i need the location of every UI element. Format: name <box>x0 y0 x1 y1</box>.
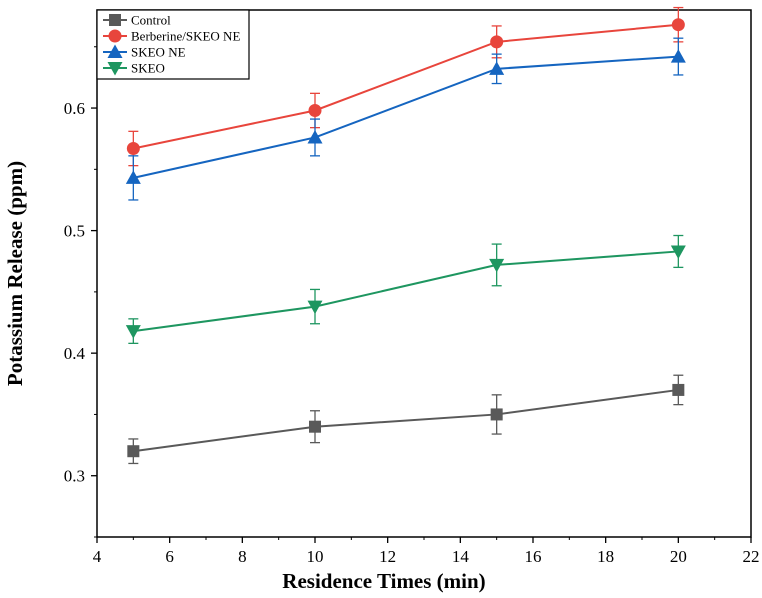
legend-marker <box>107 62 123 76</box>
x-tick-label: 8 <box>238 547 247 566</box>
x-axis-title: Residence Times (min) <box>282 569 485 593</box>
series-control <box>127 374 685 465</box>
y-axis-title: Potassium Release (ppm) <box>3 161 27 386</box>
legend-label: Berberine/SKEO NE <box>131 29 240 44</box>
data-point <box>127 445 140 458</box>
y-tick-label: 0.4 <box>64 344 86 363</box>
data-point <box>490 35 504 49</box>
data-point <box>489 258 505 273</box>
data-point <box>125 325 141 339</box>
series-line <box>133 55 679 179</box>
x-tick-label: 20 <box>670 547 687 566</box>
y-tick-label: 0.5 <box>64 222 85 241</box>
legend-marker <box>107 44 123 58</box>
x-tick-label: 14 <box>452 547 470 566</box>
series-line <box>133 388 679 453</box>
data-point <box>307 129 323 144</box>
data-point <box>490 408 503 421</box>
series-berberine-skeo-ne <box>126 6 685 167</box>
x-tick-label: 6 <box>165 547 174 566</box>
legend-label: Control <box>131 13 171 28</box>
plot-frame <box>96 9 752 538</box>
y-tick-label: 0.3 <box>64 467 85 486</box>
data-point <box>309 420 321 433</box>
data-point <box>126 141 140 155</box>
legend-marker <box>108 29 122 43</box>
x-tick-label: 22 <box>743 547 760 566</box>
data-point <box>671 18 685 32</box>
legend-label: SKEO NE <box>131 45 186 60</box>
legend-label: SKEO <box>131 61 165 76</box>
y-tick-label: 0.6 <box>64 99 85 118</box>
data-point <box>670 245 686 259</box>
x-tick-label: 12 <box>379 547 396 566</box>
data-point <box>489 61 505 75</box>
series-skeo-ne <box>125 37 686 201</box>
data-point <box>672 383 685 396</box>
data-point <box>125 170 141 184</box>
series-line <box>133 250 679 333</box>
x-tick-label: 10 <box>307 547 324 566</box>
series-skeo <box>125 234 686 345</box>
x-tick-label: 16 <box>525 547 542 566</box>
data-point <box>670 49 686 63</box>
x-tick-label: 4 <box>93 547 102 566</box>
data-point <box>308 103 322 117</box>
legend-box <box>96 9 250 80</box>
x-tick-label: 18 <box>597 547 614 566</box>
series-line <box>133 23 679 150</box>
data-point <box>307 300 323 315</box>
legend-marker <box>109 14 121 26</box>
